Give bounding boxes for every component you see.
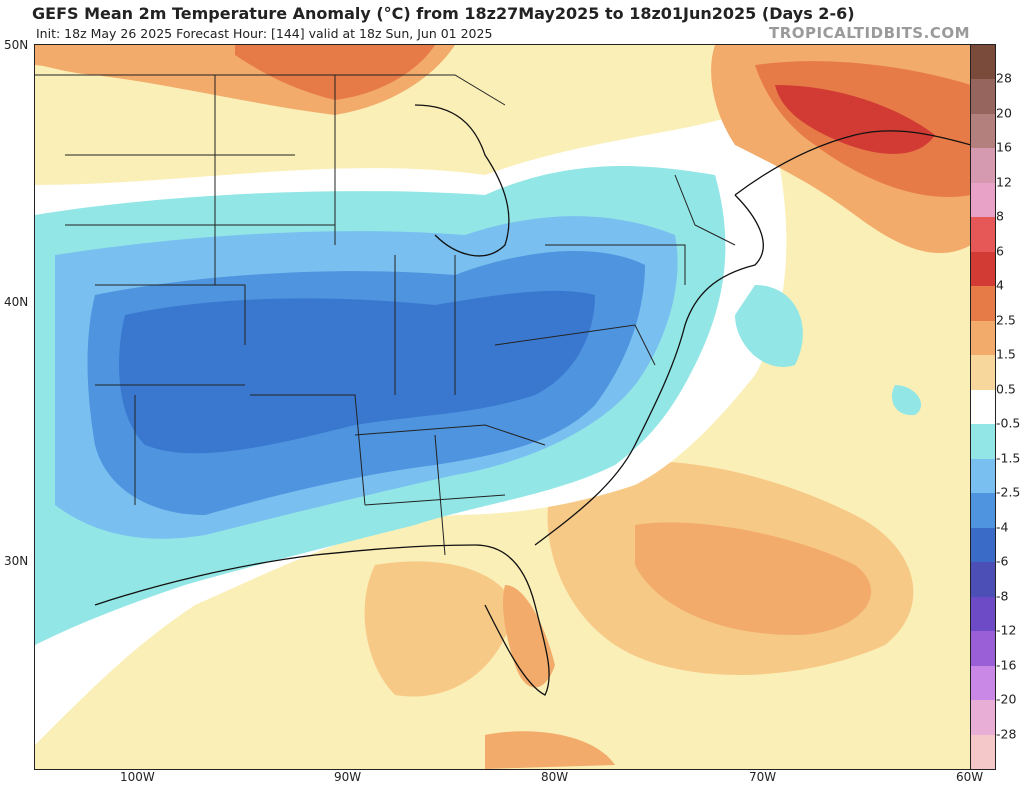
colorbar-swatch bbox=[971, 320, 995, 356]
colorbar-swatch bbox=[971, 424, 995, 460]
colorbar bbox=[970, 44, 996, 770]
colorbar-label: -1.5 bbox=[996, 450, 1021, 466]
anomaly-map bbox=[34, 44, 972, 770]
colorbar-swatch bbox=[971, 182, 995, 218]
colorbar-swatch bbox=[971, 700, 995, 736]
colorbar-label: 0.5 bbox=[996, 381, 1016, 397]
colorbar-label: 2.5 bbox=[996, 312, 1016, 328]
colorbar-swatch bbox=[971, 355, 995, 391]
colorbar-label: 12 bbox=[996, 174, 1012, 190]
colorbar-label: -20 bbox=[996, 691, 1017, 707]
site-watermark: TROPICALTIDBITS.COM bbox=[769, 24, 970, 42]
colorbar-swatch bbox=[971, 458, 995, 494]
colorbar-swatch bbox=[971, 148, 995, 184]
colorbar-swatch bbox=[971, 286, 995, 322]
colorbar-label: 8 bbox=[996, 208, 1004, 224]
colorbar-swatch bbox=[971, 734, 995, 770]
colorbar-label: 4 bbox=[996, 277, 1004, 293]
colorbar-swatch bbox=[971, 631, 995, 667]
colorbar-swatch bbox=[971, 217, 995, 253]
colorbar-swatch bbox=[971, 665, 995, 701]
colorbar-label: 20 bbox=[996, 105, 1012, 121]
colorbar-swatch bbox=[971, 389, 995, 425]
colorbar-label: 28 bbox=[996, 70, 1012, 86]
colorbar-label: 6 bbox=[996, 243, 1004, 259]
colorbar-label: -0.5 bbox=[996, 415, 1021, 431]
colorbar-swatch bbox=[971, 79, 995, 115]
colorbar-swatch bbox=[971, 251, 995, 287]
colorbar-label: -2.5 bbox=[996, 484, 1021, 500]
colorbar-labels: 28 20 16 12 8 6 4 2.5 1.5 0.5 -0.5 -1.5 -2.5 -4 -6 -8 -1… bbox=[996, 44, 1024, 768]
lat-label-50n: 50N bbox=[4, 38, 29, 52]
chart-title: GEFS Mean 2m Temperature Anomaly (°C) fr… bbox=[32, 4, 855, 23]
colorbar-label: -8 bbox=[996, 588, 1009, 604]
lon-label-80w: 80W bbox=[541, 770, 569, 784]
lon-label-60w: 60W bbox=[956, 770, 984, 784]
colorbar-swatch bbox=[971, 562, 995, 598]
colorbar-label: 1.5 bbox=[996, 346, 1016, 362]
colorbar-label: -6 bbox=[996, 553, 1009, 569]
lon-label-90w: 90W bbox=[334, 770, 362, 784]
colorbar-label: -28 bbox=[996, 726, 1017, 742]
colorbar-label: 16 bbox=[996, 139, 1012, 155]
lon-label-100w: 100W bbox=[120, 770, 155, 784]
lat-label-30n: 30N bbox=[4, 554, 29, 568]
colorbar-swatch bbox=[971, 113, 995, 149]
colorbar-label: -4 bbox=[996, 519, 1009, 535]
colorbar-label: -12 bbox=[996, 622, 1017, 638]
lat-label-40n: 40N bbox=[4, 295, 29, 309]
colorbar-swatch bbox=[971, 493, 995, 529]
colorbar-label: -16 bbox=[996, 657, 1017, 673]
colorbar-swatch bbox=[971, 45, 995, 80]
colorbar-swatch bbox=[971, 527, 995, 563]
init-info: Init: 18z May 26 2025 Forecast Hour: [14… bbox=[36, 26, 493, 41]
anomaly-field bbox=[35, 45, 971, 769]
lon-label-70w: 70W bbox=[749, 770, 777, 784]
colorbar-swatch bbox=[971, 596, 995, 632]
